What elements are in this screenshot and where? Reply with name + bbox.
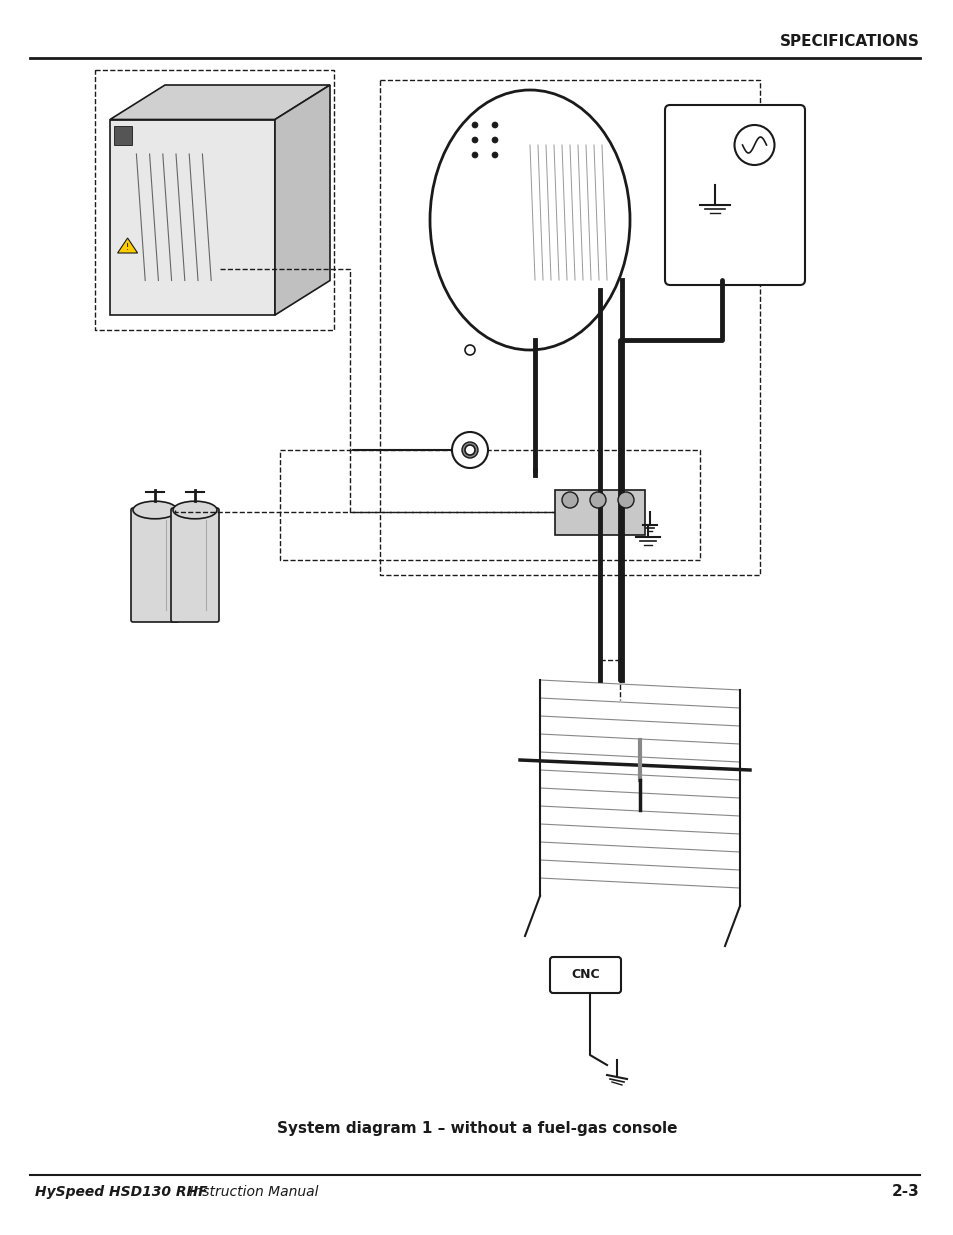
Text: 2-3: 2-3 [891, 1184, 919, 1199]
Circle shape [464, 345, 475, 354]
Polygon shape [117, 238, 137, 253]
Circle shape [472, 122, 477, 128]
Text: SPECIFICATIONS: SPECIFICATIONS [780, 35, 919, 49]
Circle shape [492, 152, 497, 158]
Circle shape [589, 492, 605, 508]
FancyBboxPatch shape [555, 490, 644, 535]
Circle shape [561, 492, 578, 508]
Circle shape [472, 137, 477, 143]
FancyBboxPatch shape [171, 508, 219, 622]
Polygon shape [110, 85, 330, 120]
Text: !: ! [126, 242, 129, 252]
Circle shape [472, 152, 477, 158]
FancyBboxPatch shape [664, 105, 804, 285]
Circle shape [734, 125, 774, 165]
Text: CNC: CNC [571, 968, 599, 982]
Ellipse shape [172, 501, 216, 519]
Polygon shape [274, 85, 330, 315]
Circle shape [452, 432, 488, 468]
Circle shape [461, 442, 477, 458]
Text: Instruction Manual: Instruction Manual [185, 1186, 318, 1199]
Text: HySpeed HSD130 RHF: HySpeed HSD130 RHF [35, 1186, 208, 1199]
Circle shape [492, 137, 497, 143]
FancyBboxPatch shape [550, 957, 620, 993]
Polygon shape [110, 120, 274, 315]
Circle shape [464, 445, 475, 454]
FancyBboxPatch shape [131, 508, 179, 622]
FancyBboxPatch shape [114, 126, 132, 144]
Circle shape [492, 122, 497, 128]
Text: System diagram 1 – without a fuel-gas console: System diagram 1 – without a fuel-gas co… [276, 1120, 677, 1135]
Circle shape [618, 492, 634, 508]
Ellipse shape [132, 501, 177, 519]
